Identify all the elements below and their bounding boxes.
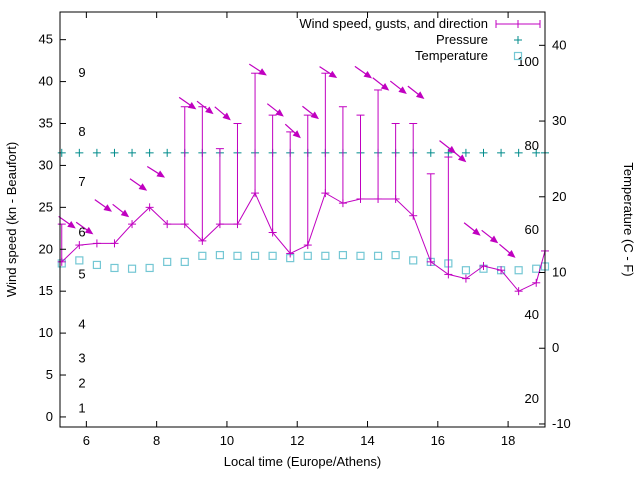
svg-text:25: 25 (39, 199, 53, 214)
svg-text:5: 5 (78, 266, 85, 281)
y-axis-right-title: Temperature (C - F) (621, 162, 636, 276)
svg-text:100: 100 (517, 54, 539, 69)
wind-direction-arrows (58, 63, 516, 258)
svg-text:45: 45 (39, 32, 53, 47)
svg-text:20: 20 (525, 391, 539, 406)
svg-text:20: 20 (552, 189, 566, 204)
svg-text:1: 1 (78, 401, 85, 416)
gust-bars (57, 72, 453, 275)
axis-titles: Local time (Europe/Athens) Wind speed (kn… (4, 142, 636, 469)
svg-text:0: 0 (552, 340, 559, 355)
svg-text:-10: -10 (552, 416, 571, 431)
svg-text:Wind speed, gusts, and directi: Wind speed, gusts, and direction (299, 16, 488, 31)
svg-text:6: 6 (78, 224, 85, 239)
svg-text:80: 80 (525, 138, 539, 153)
y-axis-right: -10 0 10 20 30 40 (539, 37, 571, 431)
svg-text:10: 10 (552, 265, 566, 280)
legend: Wind speed, gusts, and directionPressure… (299, 16, 541, 63)
svg-text:Temperature: Temperature (415, 48, 488, 63)
svg-text:Pressure: Pressure (436, 32, 488, 47)
svg-text:0: 0 (46, 409, 53, 424)
svg-text:30: 30 (552, 113, 566, 128)
svg-text:15: 15 (39, 283, 53, 298)
svg-text:3: 3 (78, 350, 85, 365)
svg-text:4: 4 (78, 317, 85, 332)
svg-text:12: 12 (290, 433, 304, 448)
svg-text:40: 40 (525, 307, 539, 322)
y-axis-left: 0 5 10 15 20 25 30 35 40 45 (39, 32, 66, 424)
svg-text:16: 16 (431, 433, 445, 448)
x-axis-title: Local time (Europe/Athens) (224, 454, 382, 469)
svg-text:10: 10 (39, 325, 53, 340)
y-axis-left-title: Wind speed (kn - Beaufort) (4, 142, 19, 297)
svg-text:35: 35 (39, 116, 53, 131)
svg-text:9: 9 (78, 65, 85, 80)
x-axis: 6 8 10 12 14 16 18 (83, 12, 515, 448)
svg-text:40: 40 (39, 74, 53, 89)
pressure-series (57, 148, 549, 157)
svg-text:30: 30 (39, 157, 53, 172)
svg-text:7: 7 (78, 174, 85, 189)
svg-text:5: 5 (46, 367, 53, 382)
wind-series (57, 189, 549, 296)
svg-text:20: 20 (39, 241, 53, 256)
svg-text:8: 8 (78, 124, 85, 139)
svg-text:8: 8 (153, 433, 160, 448)
svg-text:10: 10 (220, 433, 234, 448)
svg-text:6: 6 (83, 433, 90, 448)
svg-text:40: 40 (552, 37, 566, 52)
fahrenheit-scale-labels: 20 40 60 80 100 (517, 54, 539, 406)
svg-text:14: 14 (360, 433, 374, 448)
plot-border (59, 11, 546, 428)
temperature-series (57, 250, 550, 275)
svg-text:60: 60 (525, 222, 539, 237)
beaufort-scale-labels: 1 2 3 4 5 6 7 8 9 (78, 65, 85, 415)
svg-text:18: 18 (501, 433, 515, 448)
svg-text:2: 2 (78, 375, 85, 390)
